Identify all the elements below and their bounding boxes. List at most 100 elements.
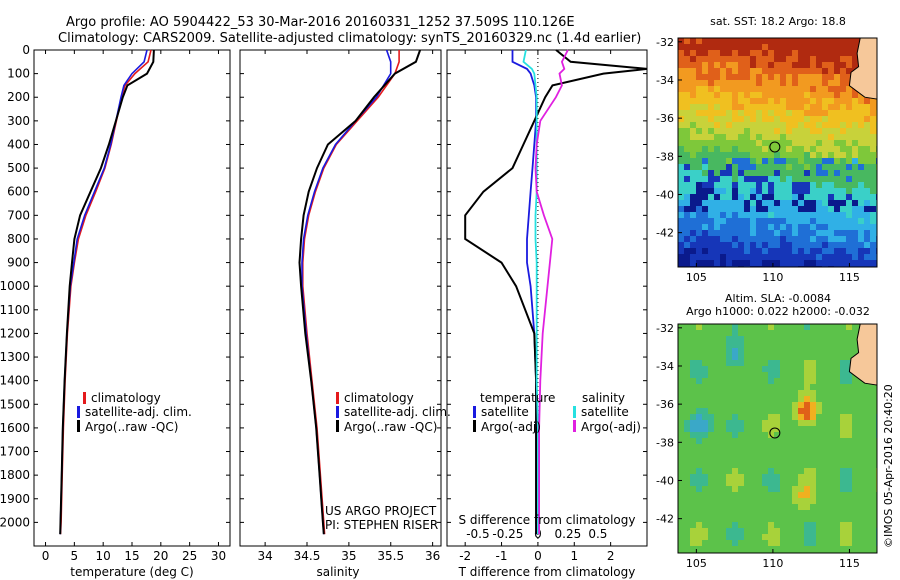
sst-cell (768, 224, 774, 230)
sla-cell (828, 396, 834, 402)
sst-cell (696, 170, 702, 176)
y-tick-label: 1800 (0, 468, 30, 482)
sst-cell (690, 50, 696, 56)
sla-cell (690, 450, 696, 456)
s-tick-label: 0.25 (555, 527, 582, 541)
sst-cell (678, 62, 684, 68)
sla-cell (744, 474, 750, 480)
sst-cell (774, 176, 780, 182)
sla-cell (780, 456, 786, 462)
sla-cell (708, 432, 714, 438)
sst-cell (774, 254, 780, 260)
sla-cell (846, 372, 852, 378)
sst-cell (732, 194, 738, 200)
sla-cell (708, 342, 714, 348)
sla-cell (702, 432, 708, 438)
sla-cell (732, 450, 738, 456)
sla-cell (684, 450, 690, 456)
sst-cell (810, 194, 816, 200)
sst-cell (720, 92, 726, 98)
sla-cell (840, 378, 846, 384)
sla-cell (810, 504, 816, 510)
sla-cell (816, 498, 822, 504)
sst-cell (816, 224, 822, 230)
sla-cell (822, 366, 828, 372)
imos-watermark: ©IMOS 05-Apr-2016 20:40:20 (882, 384, 895, 548)
sst-cell (726, 38, 732, 44)
sst-cell (810, 62, 816, 68)
sst-cell (690, 182, 696, 188)
sst-cell (708, 146, 714, 152)
sla-cell (846, 450, 852, 456)
sla-cell (858, 432, 864, 438)
map-lat-label: -32 (656, 322, 674, 335)
sla-cell (756, 324, 762, 330)
sla-cell (846, 504, 852, 510)
sla-cell (792, 522, 798, 528)
sst-cell (750, 44, 756, 50)
sla-cell (828, 462, 834, 468)
sla-cell (864, 450, 870, 456)
sla-cell (732, 546, 738, 552)
y-tick-label: 1500 (0, 397, 30, 411)
sst-cell (834, 122, 840, 128)
sst-cell (846, 170, 852, 176)
sst-cell (708, 224, 714, 230)
sla-cell (786, 474, 792, 480)
sst-cell (762, 38, 768, 44)
sst-cell (822, 116, 828, 122)
sst-cell (678, 242, 684, 248)
sla-cell (792, 390, 798, 396)
sla-cell (858, 450, 864, 456)
sla-cell (708, 324, 714, 330)
sla-cell (870, 426, 876, 432)
sla-cell (804, 366, 810, 372)
sla-cell (786, 420, 792, 426)
sst-cell (834, 248, 840, 254)
sst-cell (816, 128, 822, 134)
sla-cell (768, 354, 774, 360)
sla-cell (774, 540, 780, 546)
sst-cell (750, 134, 756, 140)
sla-cell (708, 504, 714, 510)
legend-swatch-argo (77, 420, 80, 432)
sst-cell (750, 218, 756, 224)
sla-cell (690, 528, 696, 534)
sst-cell (762, 140, 768, 146)
sla-cell (810, 486, 816, 492)
sla-cell (720, 330, 726, 336)
sst-cell (738, 206, 744, 212)
sst-cell (858, 158, 864, 164)
sla-cell (690, 522, 696, 528)
sla-cell (756, 396, 762, 402)
sst-cell (816, 212, 822, 218)
sst-cell (738, 104, 744, 110)
sla-cell (846, 540, 852, 546)
sst-cell (732, 80, 738, 86)
sst-cell (744, 38, 750, 44)
sst-cell (774, 230, 780, 236)
sla-cell (708, 474, 714, 480)
sla-cell (726, 480, 732, 486)
sst-cell (780, 98, 786, 104)
sst-cell (732, 230, 738, 236)
sst-cell (804, 134, 810, 140)
sst-cell (846, 128, 852, 134)
sst-cell (750, 98, 756, 104)
sst-cell (684, 248, 690, 254)
sla-cell (786, 492, 792, 498)
sst-cell (684, 92, 690, 98)
sla-cell (870, 414, 876, 420)
sst-cell (870, 194, 876, 200)
sst-cell (708, 62, 714, 68)
sst-cell (852, 176, 858, 182)
sla-cell (696, 408, 702, 414)
sla-cell (810, 546, 816, 552)
sst-cell (768, 230, 774, 236)
sst-cell (822, 242, 828, 248)
sst-cell (804, 86, 810, 92)
sla-cell (780, 384, 786, 390)
sla-cell (846, 330, 852, 336)
sst-cell (714, 170, 720, 176)
